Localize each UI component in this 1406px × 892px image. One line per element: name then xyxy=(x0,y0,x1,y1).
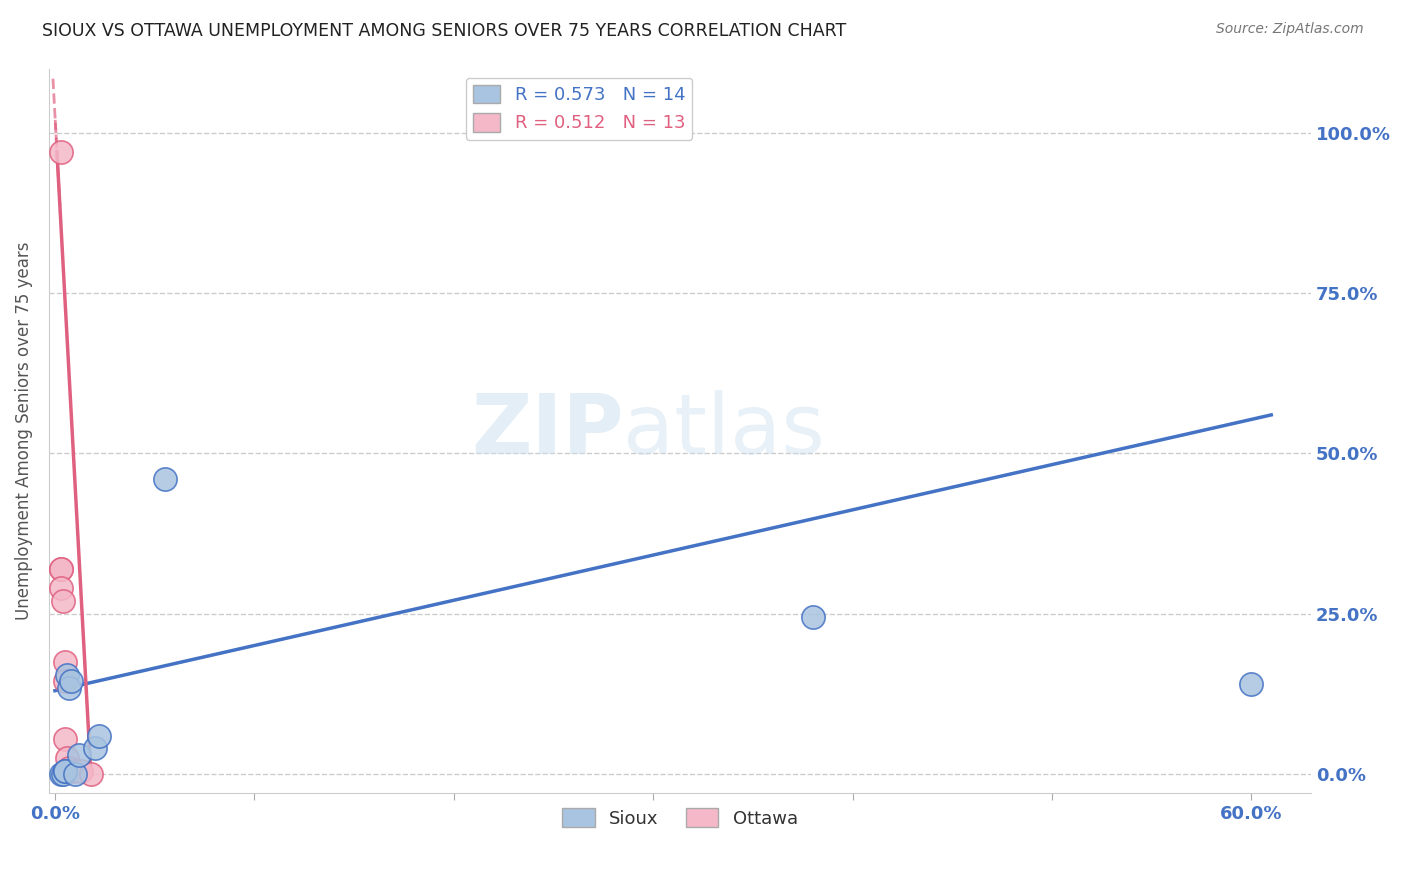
Point xyxy=(80,767,103,781)
Point xyxy=(49,145,72,159)
Point xyxy=(49,767,72,781)
Point xyxy=(49,562,72,576)
Text: Source: ZipAtlas.com: Source: ZipAtlas.com xyxy=(1216,22,1364,37)
Y-axis label: Unemployment Among Seniors over 75 years: Unemployment Among Seniors over 75 years xyxy=(15,242,32,620)
Point xyxy=(58,681,80,695)
Point xyxy=(83,741,105,756)
Text: atlas: atlas xyxy=(623,391,825,472)
Point xyxy=(53,674,76,689)
Point xyxy=(53,655,76,669)
Point xyxy=(62,764,84,778)
Point xyxy=(49,581,72,595)
Point xyxy=(63,767,86,781)
Point xyxy=(52,594,75,608)
Point xyxy=(67,747,90,762)
Point xyxy=(153,472,176,486)
Text: SIOUX VS OTTAWA UNEMPLOYMENT AMONG SENIORS OVER 75 YEARS CORRELATION CHART: SIOUX VS OTTAWA UNEMPLOYMENT AMONG SENIO… xyxy=(42,22,846,40)
Point xyxy=(59,674,82,689)
Point xyxy=(53,764,76,778)
Legend: Sioux, Ottawa: Sioux, Ottawa xyxy=(555,801,806,835)
Point xyxy=(56,751,79,765)
Point xyxy=(87,729,110,743)
Point xyxy=(801,610,824,624)
Point xyxy=(58,761,80,775)
Point xyxy=(70,764,93,778)
Text: ZIP: ZIP xyxy=(471,391,623,472)
Point xyxy=(52,767,75,781)
Point xyxy=(49,562,72,576)
Point xyxy=(53,764,76,778)
Point xyxy=(1240,677,1263,691)
Point xyxy=(56,667,79,681)
Point xyxy=(53,731,76,746)
